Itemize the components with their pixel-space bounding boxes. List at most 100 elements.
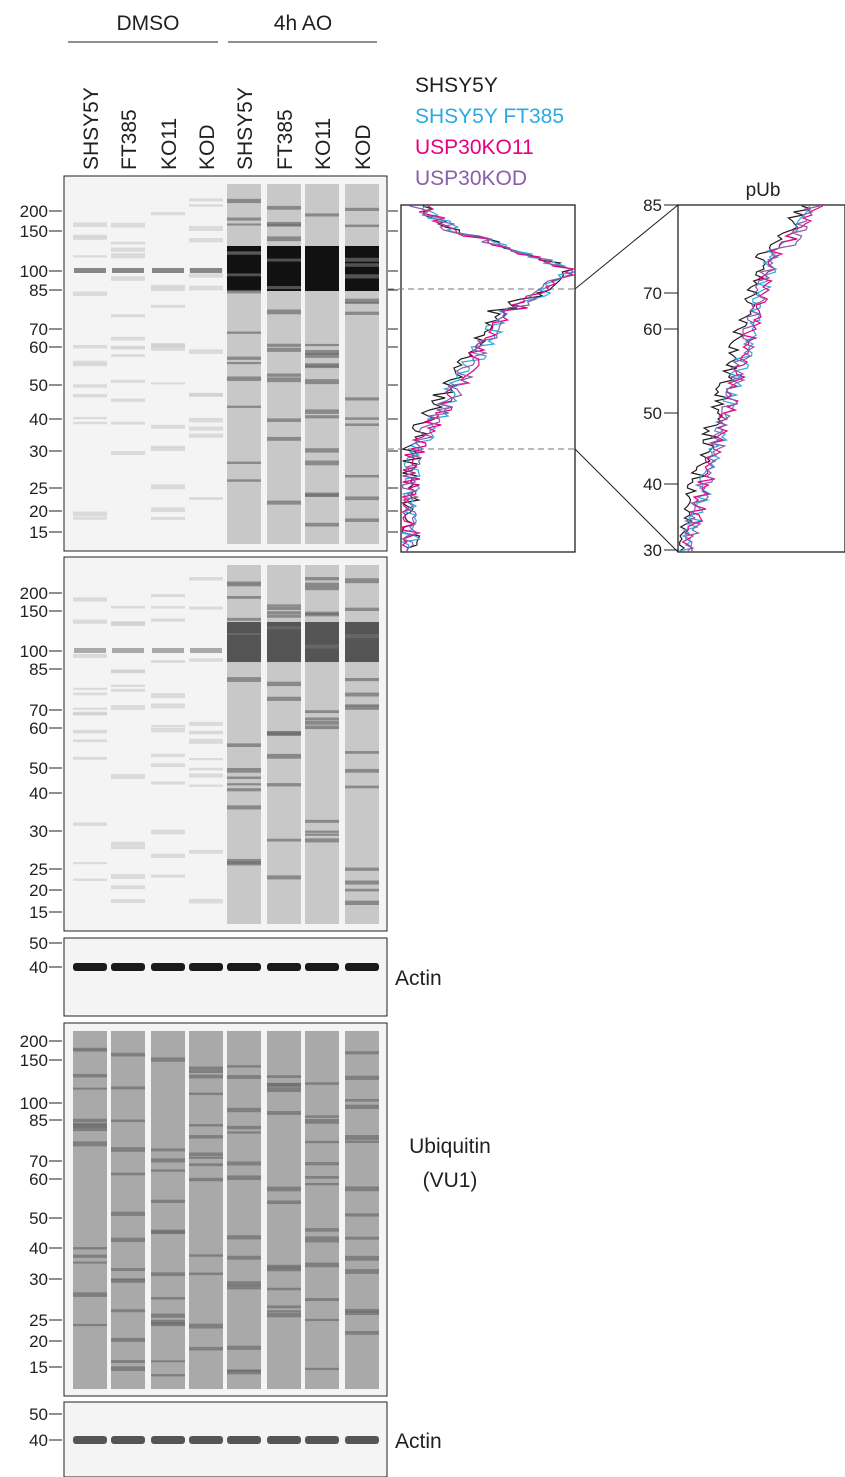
band <box>305 460 339 466</box>
band <box>345 224 379 228</box>
band <box>345 867 379 871</box>
band <box>151 1158 185 1163</box>
band <box>267 875 301 880</box>
band <box>227 805 261 810</box>
band <box>267 963 301 971</box>
band <box>73 394 107 398</box>
band <box>111 354 145 357</box>
band <box>151 424 185 429</box>
band <box>267 611 301 615</box>
band <box>111 1237 145 1242</box>
band <box>151 703 185 709</box>
band <box>73 255 107 258</box>
band <box>267 838 301 842</box>
band <box>189 1092 223 1096</box>
marker-label: 15 <box>29 1358 48 1377</box>
blot-label: (VU1) <box>423 1169 478 1192</box>
band <box>73 1123 107 1128</box>
band <box>151 484 185 490</box>
band <box>151 606 185 609</box>
band <box>189 238 223 243</box>
band <box>345 1308 379 1313</box>
band <box>151 212 185 216</box>
band <box>73 1141 107 1147</box>
band <box>111 398 145 402</box>
band <box>305 1115 339 1118</box>
band <box>111 1052 145 1057</box>
band <box>111 222 145 228</box>
band <box>111 605 145 609</box>
band <box>111 684 145 687</box>
band <box>267 626 301 630</box>
band <box>189 1177 223 1182</box>
band <box>227 617 261 621</box>
band <box>73 1049 107 1052</box>
band <box>227 356 261 360</box>
band <box>227 743 261 747</box>
band <box>267 1200 301 1205</box>
band <box>190 268 222 273</box>
band <box>189 577 223 581</box>
zoom-tick-label: 40 <box>643 475 662 494</box>
band <box>227 1345 261 1350</box>
marker-label: 70 <box>29 320 48 339</box>
band <box>111 669 145 674</box>
band <box>345 1436 379 1444</box>
band <box>111 345 145 349</box>
band <box>345 246 379 291</box>
band <box>152 268 184 273</box>
band <box>151 516 185 520</box>
band <box>73 1127 107 1132</box>
band <box>227 461 261 465</box>
band <box>267 500 301 505</box>
band <box>345 397 379 401</box>
marker-label: 200 <box>20 202 48 221</box>
band <box>227 273 261 277</box>
zoom-connector <box>574 204 679 290</box>
marker-label: 100 <box>20 1094 48 1113</box>
band <box>267 436 301 441</box>
band <box>73 360 107 365</box>
band <box>345 768 379 773</box>
marker-label: 40 <box>29 958 48 977</box>
band <box>267 1312 301 1318</box>
band <box>189 1069 223 1074</box>
band <box>345 474 379 478</box>
band <box>267 205 301 210</box>
band <box>227 622 261 662</box>
band <box>345 496 379 501</box>
band <box>267 1305 301 1309</box>
band <box>305 492 339 497</box>
zoom-profile-line <box>681 205 823 552</box>
band <box>227 331 261 334</box>
band <box>227 217 261 221</box>
band <box>151 1148 185 1152</box>
band <box>227 223 261 226</box>
band <box>305 577 339 581</box>
blot-label: Actin <box>395 1430 442 1453</box>
band <box>111 845 145 850</box>
band <box>73 739 107 743</box>
band <box>189 204 223 207</box>
band <box>305 1262 339 1268</box>
band <box>267 1287 301 1291</box>
band <box>305 415 339 419</box>
band <box>73 822 107 826</box>
band <box>112 648 144 653</box>
band <box>151 1272 185 1277</box>
band <box>305 522 339 527</box>
band <box>227 788 261 792</box>
band <box>189 741 223 744</box>
band <box>151 1169 185 1172</box>
band <box>345 274 379 279</box>
band <box>227 1075 261 1079</box>
band <box>345 704 379 707</box>
band <box>73 1073 107 1078</box>
band <box>189 963 223 971</box>
band <box>267 309 301 315</box>
band <box>151 660 185 663</box>
marker-label: 20 <box>29 881 48 900</box>
group-label: DMSO <box>117 12 180 35</box>
band <box>111 1366 145 1372</box>
